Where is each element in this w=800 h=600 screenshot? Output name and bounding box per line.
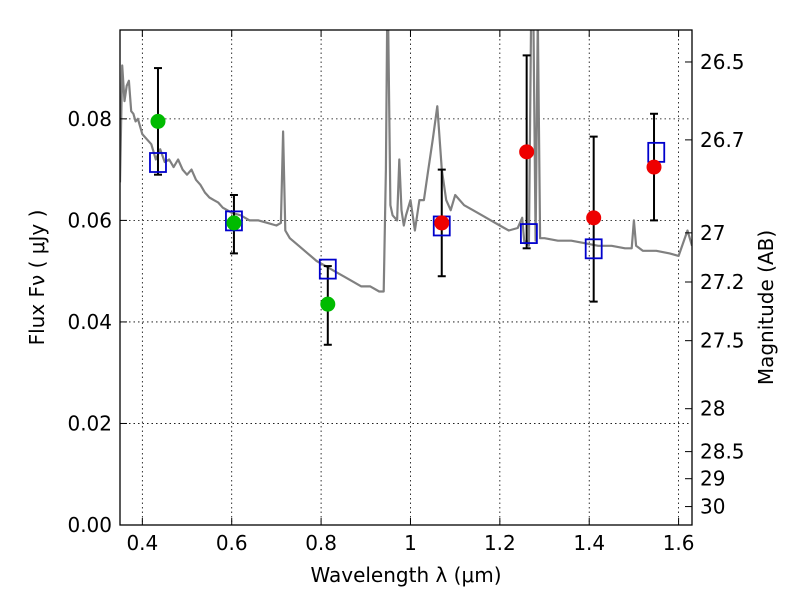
- right-tick-label: 26.5: [700, 50, 745, 74]
- observed-point: [434, 215, 450, 231]
- right-axis-title: Magnitude (AB): [754, 230, 778, 385]
- observed-point: [226, 215, 242, 231]
- right-tick-label: 29: [700, 467, 725, 491]
- right-tick-label: 27: [700, 221, 725, 245]
- axis-ticks: 0.4 0.6 0.8 1 1.2 1.4 1.6 0.00 0.02 0.04 0.06 0.08 2…: [67, 30, 745, 555]
- plot-frame: [119, 29, 693, 526]
- model-point-square: [318, 258, 337, 280]
- x-tick-label: 1.6: [663, 531, 695, 555]
- model-spectrum-line: [120, 30, 692, 293]
- right-tick-label: 28: [700, 397, 725, 421]
- x-tick-label: 1.4: [573, 531, 605, 555]
- observed-point: [519, 144, 535, 160]
- right-tick-label: 30: [700, 495, 725, 519]
- observed-point: [320, 296, 336, 312]
- right-tick-label: 28.5: [700, 440, 745, 464]
- x-axis-title: Wavelength λ (μm): [310, 563, 501, 587]
- observed-point: [150, 113, 166, 129]
- right-tick-label: 27.5: [700, 329, 745, 353]
- y-axis-title: Flux Fν ( μJy ): [25, 210, 49, 346]
- y-tick-label: 0.04: [67, 310, 112, 334]
- x-tick-label: 0.6: [216, 531, 248, 555]
- observed-point: [646, 159, 662, 175]
- right-tick-label: 27.2: [700, 270, 745, 294]
- x-tick-label: 0.4: [126, 531, 158, 555]
- y-tick-label: 0.06: [67, 208, 112, 232]
- observed-point: [586, 210, 602, 226]
- model-point-square: [647, 141, 666, 163]
- plot-area: [120, 30, 692, 346]
- x-tick-label: 1.2: [484, 531, 516, 555]
- grid: [120, 30, 692, 525]
- model-point-square: [519, 223, 538, 244]
- y-tick-label: 0.08: [67, 107, 112, 131]
- model-point-square: [584, 238, 603, 260]
- x-tick-label: 0.8: [305, 531, 337, 555]
- model-point-square: [149, 152, 167, 173]
- x-tick-label: 1: [404, 531, 417, 555]
- right-tick-label: 26.7: [700, 128, 745, 152]
- y-tick-label: 0.02: [67, 411, 112, 435]
- y-tick-label: 0.00: [67, 513, 112, 537]
